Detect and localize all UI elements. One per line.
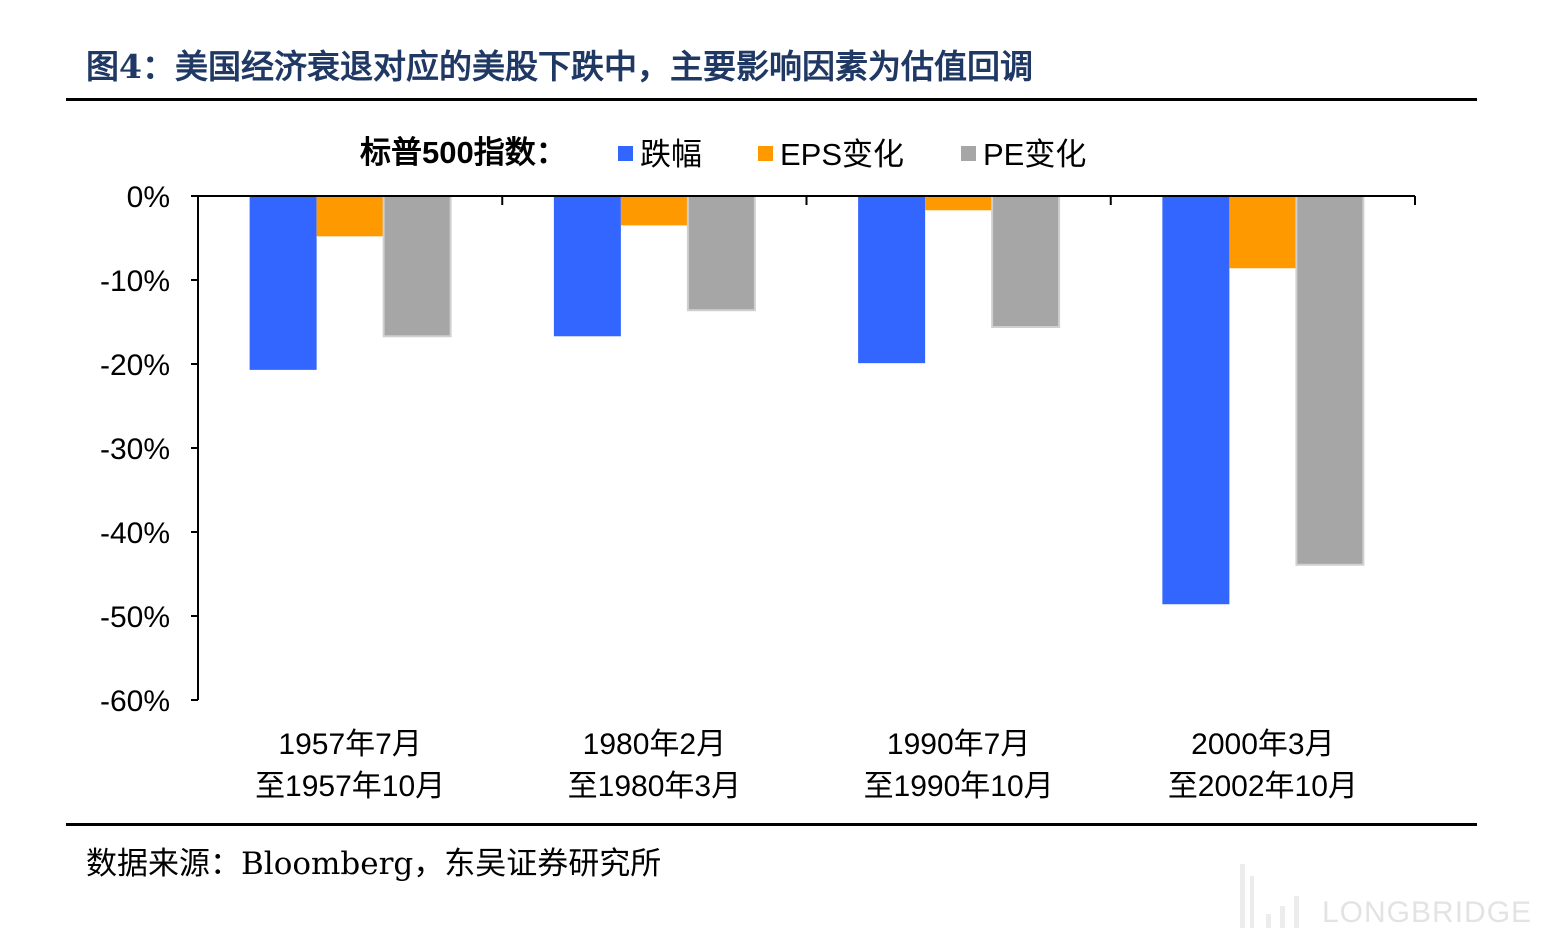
y-tick-label: -30% bbox=[100, 433, 170, 466]
y-tick-label: -20% bbox=[100, 349, 170, 382]
axes bbox=[191, 195, 1416, 701]
bar-1-1 bbox=[249, 196, 317, 370]
legend-label: EPS变化 bbox=[780, 137, 904, 172]
bar-2-4 bbox=[1229, 196, 1297, 269]
y-tick-label: 0% bbox=[127, 181, 170, 214]
bar-2-1 bbox=[316, 196, 384, 237]
legend-swatch bbox=[758, 146, 773, 161]
bar-2-2 bbox=[620, 196, 688, 226]
bar-2-3 bbox=[925, 196, 993, 211]
watermark-text: LONGBRIDGE bbox=[1322, 896, 1533, 929]
legend: 跌幅 EPS变化 PE变化 bbox=[618, 137, 1086, 172]
x-tick-label: 至1957年10月 bbox=[255, 770, 445, 803]
x-tick-label: 2000年3月 bbox=[1191, 728, 1334, 761]
y-tick-label: -40% bbox=[100, 517, 170, 550]
x-tick-label: 1990年7月 bbox=[887, 728, 1030, 761]
x-tick-label: 至1990年10月 bbox=[864, 770, 1054, 803]
x-tick-label: 至2002年10月 bbox=[1168, 770, 1358, 803]
bar-3-1 bbox=[382, 195, 452, 338]
title-rule bbox=[66, 98, 1477, 101]
bar-3-4 bbox=[1295, 195, 1365, 566]
bar-1-4 bbox=[1162, 196, 1230, 605]
legend-swatch bbox=[961, 146, 976, 161]
x-tick-label: 至1980年3月 bbox=[568, 770, 741, 803]
legend-swatch bbox=[618, 146, 633, 161]
y-tick-label: -10% bbox=[100, 265, 170, 298]
y-tick-label: -50% bbox=[100, 601, 170, 634]
source-note: 数据来源：Bloomberg，东吴证券研究所 bbox=[86, 846, 662, 882]
y-tick-label: -60% bbox=[100, 685, 170, 718]
bar-3-2 bbox=[686, 195, 756, 312]
bar-1-2 bbox=[553, 196, 621, 337]
bar-3-3 bbox=[991, 195, 1061, 329]
source-rule bbox=[66, 823, 1477, 826]
legend-label: PE变化 bbox=[983, 137, 1086, 172]
x-tick-label: 1957年7月 bbox=[278, 728, 421, 761]
y-tick-labels: 0% -10% -20% -30% -40% -50% -60% bbox=[100, 181, 170, 718]
watermark-logo-icon bbox=[1240, 864, 1299, 928]
figure-title: 图4：美国经济衰退对应的美股下跌中，主要影响因素为估值回调 bbox=[86, 47, 1033, 86]
legend-title: 标普500指数： bbox=[360, 135, 567, 170]
legend-label: 跌幅 bbox=[640, 137, 702, 172]
bar-1-3 bbox=[858, 196, 926, 364]
bars bbox=[249, 195, 1365, 605]
x-tick-label: 1980年2月 bbox=[583, 728, 726, 761]
